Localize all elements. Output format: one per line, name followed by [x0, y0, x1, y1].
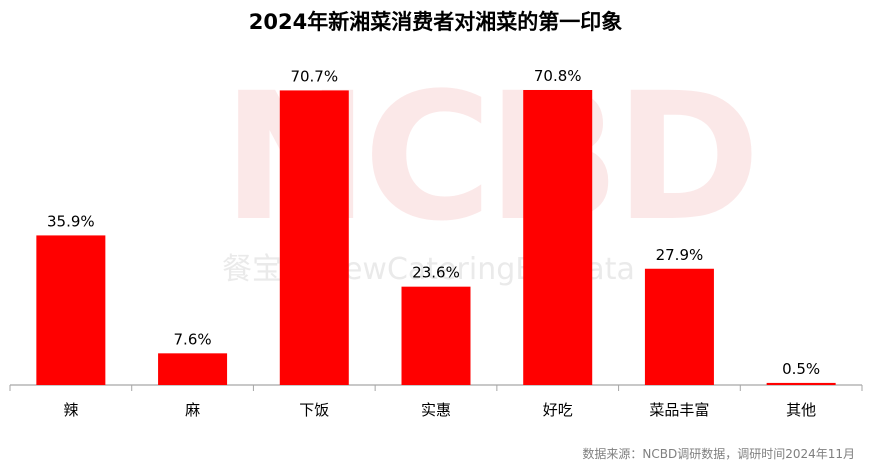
category-label-5: 菜品丰富	[649, 401, 709, 419]
category-label-6: 其他	[786, 401, 816, 419]
bar-6	[766, 382, 836, 385]
bar-4	[523, 90, 593, 385]
data-label-5: 27.9%	[656, 246, 704, 264]
bar-5	[644, 268, 714, 385]
data-label-4: 70.8%	[534, 67, 582, 85]
chart-title: 2024年新湘菜消费者对湘菜的第一印象	[248, 10, 623, 34]
category-label-3: 实惠	[421, 401, 451, 419]
category-label-4: 好吃	[543, 401, 573, 419]
bar-1	[158, 353, 228, 385]
data-source-note: 数据来源：NCBD调研数据，调研时间2024年11月	[582, 447, 855, 461]
data-label-1: 7.6%	[174, 330, 212, 348]
bar-2	[279, 90, 349, 386]
category-label-2: 下饭	[299, 401, 329, 419]
category-label-0: 辣	[63, 401, 78, 419]
data-label-0: 35.9%	[47, 212, 95, 230]
bar-3	[401, 286, 471, 385]
category-label-1: 麻	[185, 401, 200, 419]
data-label-2: 70.7%	[290, 67, 338, 85]
data-label-6: 0.5%	[782, 360, 820, 378]
data-label-3: 23.6%	[412, 264, 460, 282]
bar-0	[36, 235, 106, 385]
